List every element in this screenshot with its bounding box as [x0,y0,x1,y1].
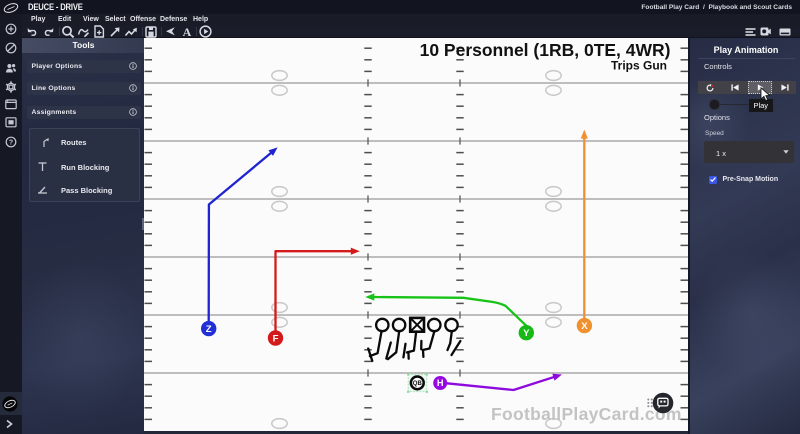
svg-text:X: X [581,321,588,332]
svg-text:10 Personnel (1RB, 0TE, 4WR): 10 Personnel (1RB, 0TE, 4WR) [420,40,671,60]
svg-text:FootballPlayCard.com: FootballPlayCard.com [491,404,682,424]
svg-text:H: H [437,378,444,388]
svg-text:Trips Gun: Trips Gun [611,59,667,73]
svg-text:QB: QB [413,381,423,387]
svg-text:F: F [273,333,279,344]
svg-text:?: ? [9,139,13,146]
svg-text:Y: Y [523,328,530,339]
svg-text:Z: Z [206,324,212,335]
